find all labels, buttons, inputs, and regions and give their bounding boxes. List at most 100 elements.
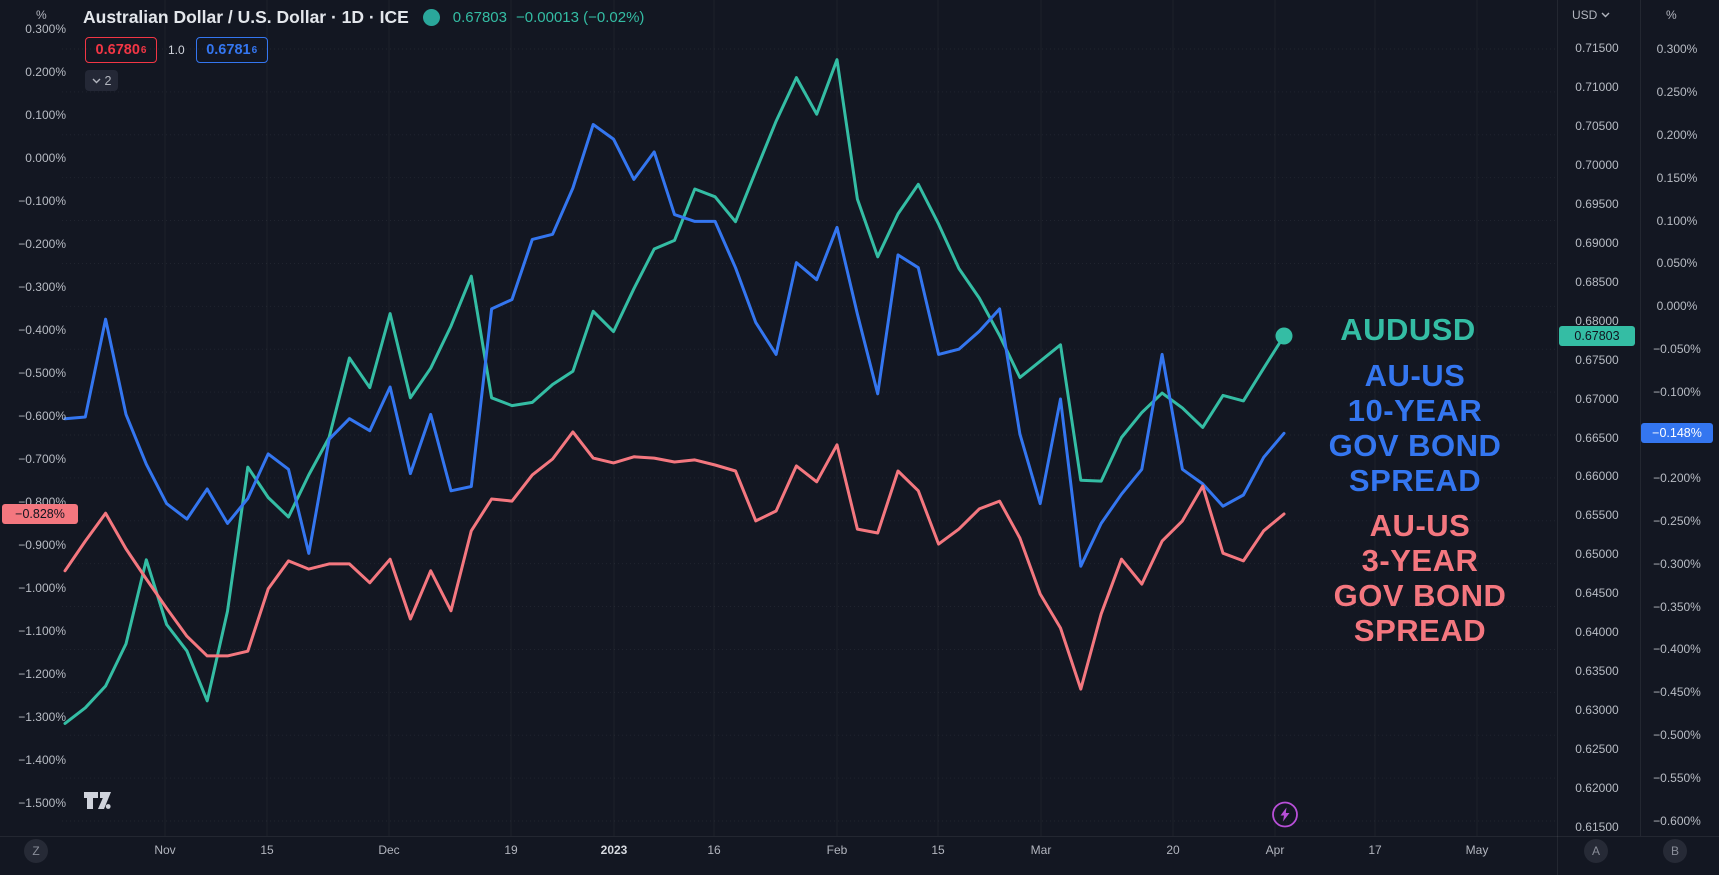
annotation-line: AU-US xyxy=(1364,358,1466,393)
left_pct-tick-label: −0.200% xyxy=(18,237,66,251)
usd-tick-label: 0.65000 xyxy=(1575,547,1619,562)
series-line-teal[interactable] xyxy=(63,58,1286,725)
usd-tick-label: 0.70000 xyxy=(1575,157,1619,172)
left_pct-tick-label: −0.700% xyxy=(18,452,66,466)
usd-tick-label: 0.70500 xyxy=(1575,118,1619,133)
usd-scale-label: USD xyxy=(1572,8,1598,22)
usd-tick-label: 0.64000 xyxy=(1575,625,1619,640)
left_pct-tick-label: −0.600% xyxy=(18,409,66,423)
left_pct-tick-label: 0.000% xyxy=(25,151,66,165)
left_pct-tick-label: −1.300% xyxy=(18,710,66,724)
buy-button[interactable]: 0.6781 6 xyxy=(195,37,268,63)
time-tick-label: 20 xyxy=(1166,843,1180,857)
market-status-dot-icon[interactable] xyxy=(422,9,440,26)
left_pct-tick-label: −1.000% xyxy=(18,581,66,595)
sell-button[interactable]: 0.6780 6 xyxy=(85,37,157,63)
pct-scale-mode-button[interactable]: B xyxy=(1663,839,1687,863)
series-annotation-teal[interactable]: AUDUSD xyxy=(1340,312,1476,347)
lightning-icon xyxy=(1272,801,1298,828)
left_pct-tick-label: −0.300% xyxy=(18,280,66,294)
series-annotation-blue[interactable]: AU-US 10-YEAR GOV BOND SPREAD xyxy=(1329,358,1502,498)
legend-change: −0.00013 (−0.02%) xyxy=(516,9,645,26)
last-price-group: 0.67803 −0.00013 (−0.02%) xyxy=(453,9,645,26)
right_pct-tick-label: 0.150% xyxy=(1656,170,1698,185)
usd-tick-label: 0.66500 xyxy=(1575,430,1619,445)
pct-scale-separator xyxy=(1640,0,1641,836)
right_pct-tick-label: 0.050% xyxy=(1656,256,1698,271)
right_pct-tick-label: −0.400% xyxy=(1653,642,1701,657)
usd-tick-label: 0.68000 xyxy=(1575,313,1619,328)
usd-tick-label: 0.67000 xyxy=(1575,391,1619,406)
left_pct-tick-label: 0.200% xyxy=(25,65,66,79)
time-tick-label: 17 xyxy=(1368,843,1382,857)
ask-price: 0.6781 xyxy=(206,42,251,58)
collapse-count: 2 xyxy=(104,73,112,88)
symbol-title[interactable]: Australian Dollar / U.S. Dollar · 1D · I… xyxy=(83,7,409,27)
bid-last-digit: 6 xyxy=(140,44,147,56)
series-line-red[interactable] xyxy=(63,430,1286,691)
legend-last-price: 0.67803 xyxy=(452,9,507,26)
usd-tick-label: 0.63500 xyxy=(1575,664,1619,679)
usd-tick-label: 0.67500 xyxy=(1575,352,1619,367)
left_pct-tick-label: −1.200% xyxy=(18,667,66,681)
annotation-line: AUDUSD xyxy=(1340,312,1476,347)
time-tick-label: Nov xyxy=(154,843,176,857)
tradingview-logo-icon[interactable] xyxy=(84,792,114,812)
series-line-blue[interactable] xyxy=(63,123,1286,568)
collapse-sources-button[interactable]: 2 xyxy=(85,70,118,91)
right_pct-tick-label: 0.100% xyxy=(1656,213,1698,228)
time-tick-label: 15 xyxy=(931,843,945,857)
spread10y-price-badge: −0.148% xyxy=(1641,423,1713,444)
time-tick-label: May xyxy=(1465,843,1489,857)
right_pct-tick-label: 0.250% xyxy=(1656,84,1698,99)
right_pct-tick-label: −0.050% xyxy=(1653,342,1701,357)
lightning-alert-button[interactable] xyxy=(1270,800,1300,835)
left_pct-tick-label: −0.900% xyxy=(18,538,66,552)
last-point-marker xyxy=(1275,327,1293,345)
left_pct-tick-label: −0.500% xyxy=(18,366,66,380)
right-scale-unit-header[interactable]: % xyxy=(1666,8,1677,22)
vertical-gridlines xyxy=(164,0,1478,836)
usd-scale-mode-button[interactable]: A xyxy=(1584,839,1608,863)
chart-legend-row[interactable]: Australian Dollar / U.S. Dollar · 1D · I… xyxy=(83,7,644,28)
annotation-line: AU-US xyxy=(1369,508,1471,543)
right_pct-tick-label: 0.200% xyxy=(1656,127,1698,142)
usd-tick-label: 0.61500 xyxy=(1575,820,1619,834)
usd-tick-label: 0.62000 xyxy=(1575,781,1619,796)
usd-tick-label: 0.71500 xyxy=(1575,41,1619,55)
usd-tick-label: 0.63000 xyxy=(1575,703,1619,718)
left_pct-tick-label: 0.100% xyxy=(25,108,66,122)
spread3y-price-badge: −0.828% xyxy=(2,504,78,525)
right_pct-tick-label: −0.350% xyxy=(1653,599,1701,614)
left-scale-unit-header[interactable]: % xyxy=(36,8,47,22)
ask-last-digit: 6 xyxy=(251,44,258,56)
right_pct-tick-label: −0.500% xyxy=(1653,728,1701,743)
right_pct-tick-label: 0.300% xyxy=(1656,42,1698,56)
usd-tick-label: 0.66000 xyxy=(1575,469,1619,484)
series-annotation-red[interactable]: AU-US 3-YEAR GOV BOND SPREAD xyxy=(1334,508,1507,648)
right_pct-tick-label: −0.600% xyxy=(1653,814,1701,828)
usd-tick-label: 0.69000 xyxy=(1575,235,1619,250)
time-tick-label: Dec xyxy=(378,843,400,857)
annotation-line: SPREAD xyxy=(1348,463,1482,498)
price-scale-separator xyxy=(1557,0,1558,875)
bid-ask-row: 0.6780 6 1.0 0.6781 6 xyxy=(85,37,268,63)
right_pct-tick-label: −0.250% xyxy=(1653,513,1701,528)
annotation-line: 10-YEAR xyxy=(1347,393,1483,428)
right_pct-tick-label: −0.200% xyxy=(1653,470,1701,485)
left_pct-tick-label: −1.100% xyxy=(18,624,66,638)
time-tick-label: 16 xyxy=(707,843,721,857)
left_pct-tick-label: −1.400% xyxy=(18,753,66,767)
time-tick-label: 19 xyxy=(504,843,518,857)
audusd-price-badge: 0.67803 xyxy=(1559,325,1635,346)
annotation-line: SPREAD xyxy=(1353,613,1487,648)
right_pct-tick-label: −0.300% xyxy=(1653,556,1701,571)
left-scale-reset-button[interactable]: Z xyxy=(24,839,48,863)
time-tick-label: Apr xyxy=(1265,843,1285,857)
usd-tick-label: 0.62500 xyxy=(1575,742,1619,757)
annotation-line: GOV BOND xyxy=(1333,578,1507,613)
bid-price: 0.6780 xyxy=(95,42,140,58)
usd-tick-label: 0.69500 xyxy=(1575,196,1619,211)
usd-scale-header[interactable]: USD xyxy=(1572,8,1610,22)
